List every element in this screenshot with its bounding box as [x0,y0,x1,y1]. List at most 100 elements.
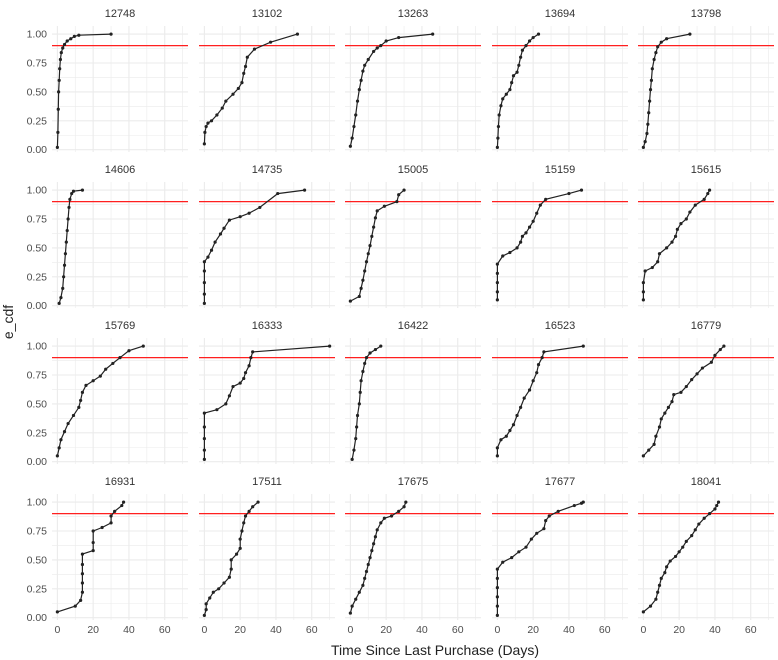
ecdf-point [247,364,251,368]
ecdf-point [677,550,681,554]
x-tick-label: 60 [599,624,611,636]
ecdf-point [268,40,273,44]
x-tick-label: 0 [640,624,646,636]
ecdf-point [348,299,352,303]
ecdf-point [63,252,68,256]
facet-title: 17511 [252,476,282,488]
ecdf-point [57,301,61,305]
y-tick-label: 0.75 [27,57,48,69]
facet-title: 15615 [691,164,722,176]
ecdf-point [510,81,514,85]
facet-title: 16422 [398,320,429,332]
ecdf-point [538,203,542,207]
ecdf-point [524,44,528,48]
ecdf-point [352,448,356,452]
ecdf-point [77,33,81,37]
y-tick-label: 0.50 [27,242,48,254]
ecdf-point [652,57,656,62]
ecdf-point [431,32,435,36]
ecdf-point [643,269,647,273]
ecdf-point [650,67,654,71]
ecdf-point [247,211,251,215]
ecdf-point [91,540,95,545]
ecdf-point [56,130,60,134]
ecdf-point [59,50,63,55]
ecdf-point [55,610,59,614]
ecdf-line [350,189,405,302]
ecdf-point [531,219,535,223]
x-tick-label: 20 [673,624,685,636]
ecdf-point [71,189,76,193]
ecdf-point [654,50,658,55]
ecdf-point [544,197,548,201]
ecdf-point [495,262,499,266]
ecdf-point [243,371,248,375]
ecdf-point [648,87,653,92]
ecdf-point [522,396,526,400]
ecdf-point [643,139,647,144]
ecdf-point [328,344,332,348]
facet-title: 14606 [105,164,136,176]
ecdf-point [202,411,206,415]
ecdf-point [64,240,68,244]
y-tick-label: 0.00 [27,456,48,468]
ecdf-point [80,552,85,556]
ecdf-point [357,402,361,406]
ecdf-point [372,49,376,54]
facet-panel-16931: 16931 0.00 0.25 0.50 0.75 1.00 0 20 40 60 [27,476,188,636]
ecdf-point [364,356,369,360]
ecdf-point [234,552,239,556]
ecdf-point [222,226,226,230]
ecdf-point [77,405,81,409]
ecdf-point [389,514,394,518]
ecdf-point [242,376,246,381]
ecdf-point [504,434,508,438]
ecdf-point [495,145,499,149]
ecdf-point [495,280,499,285]
y-tick-label: 0.75 [27,369,48,381]
x-tick-label: 20 [87,624,99,636]
ecdf-point [204,602,208,606]
ecdf-point [224,99,228,103]
ecdf-line [349,501,407,614]
ecdf-point [350,457,354,461]
ecdf-point [366,562,370,567]
y-tick-label: 0.50 [27,86,48,98]
ecdf-point [80,562,85,567]
ecdf-point [524,545,528,549]
ecdf-point [697,522,701,526]
ecdf-point [57,90,61,94]
y-tick-label: 1.00 [27,29,48,41]
ecdf-point [496,136,500,140]
ecdf-point [511,423,516,427]
ecdf-point [251,505,255,509]
ecdf-point [84,383,88,387]
ecdf-point [202,269,206,273]
ecdf-point [659,40,663,44]
ecdf-point [656,45,660,49]
ecdf-point [647,111,651,115]
ecdf-point [495,454,499,458]
ecdf-point [395,200,399,204]
ecdf-point [240,529,244,533]
ecdf-point [202,142,206,146]
ecdf-point [673,554,678,559]
ecdf-point [706,191,710,196]
ecdf-point [402,505,406,509]
ecdf-point [65,228,69,233]
y-tick-label: 0.00 [27,612,48,624]
ecdf-point [397,193,401,197]
ecdf-point [713,353,717,357]
facet-title: 12748 [105,8,136,20]
ecdf-point [659,576,663,580]
y-tick-label: 1.00 [27,185,48,197]
ecdf-point [715,503,719,508]
ecdf-point [202,448,206,452]
ecdf-point [402,188,406,192]
ecdf-point [364,260,369,264]
facet-panel-15615: 15615 [638,164,774,308]
x-axis-title: Time Since Last Purchase (Days) [331,642,539,658]
ecdf-line [56,33,112,148]
ecdf-point [404,500,408,504]
ecdf-point [366,57,370,62]
